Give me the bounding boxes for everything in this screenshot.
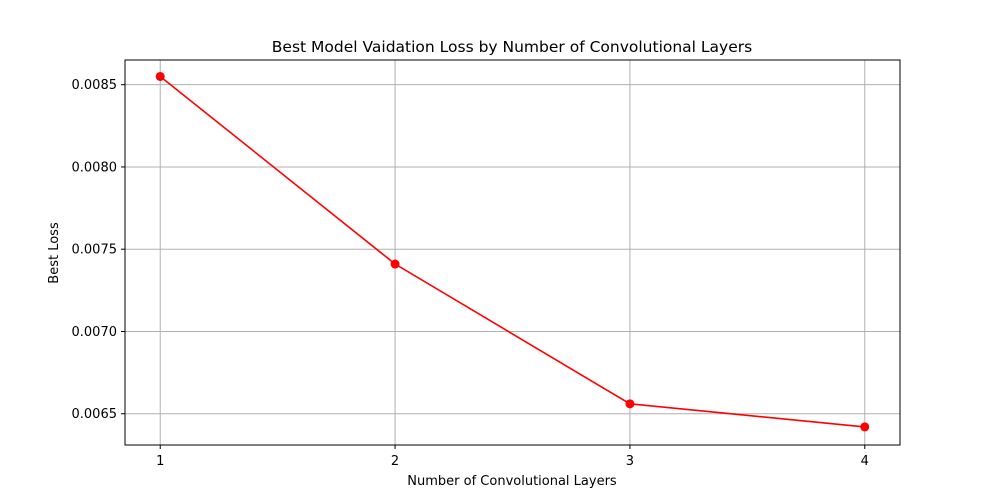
data-point	[390, 259, 400, 269]
axis-ticks: 1 2 3 4 0.0065 0.0070 0.0075 0.0080 0.0085	[72, 78, 869, 469]
y-tick-label: 0.0075	[72, 243, 118, 258]
y-tick-label: 0.0070	[72, 325, 118, 340]
y-tick-label: 0.0085	[72, 78, 118, 93]
data-point	[625, 399, 635, 409]
y-tick-label: 0.0080	[72, 160, 118, 175]
x-tick-label: 2	[391, 454, 399, 469]
grid-lines	[125, 60, 900, 445]
plot-frame	[124, 59, 901, 446]
x-tick-label: 4	[861, 454, 869, 469]
data-point	[155, 71, 165, 81]
x-tick-label: 3	[626, 454, 634, 469]
y-tick-label: 0.0065	[72, 407, 118, 422]
series-group	[155, 71, 870, 432]
x-axis-label: Number of Convolutional Layers	[407, 474, 617, 489]
chart-title: Best Model Vaidation Loss by Number of C…	[272, 38, 752, 56]
data-point	[860, 422, 870, 432]
y-axis-label: Best Loss	[47, 222, 62, 284]
series-line	[159, 75, 865, 428]
x-tick-label: 1	[156, 454, 164, 469]
